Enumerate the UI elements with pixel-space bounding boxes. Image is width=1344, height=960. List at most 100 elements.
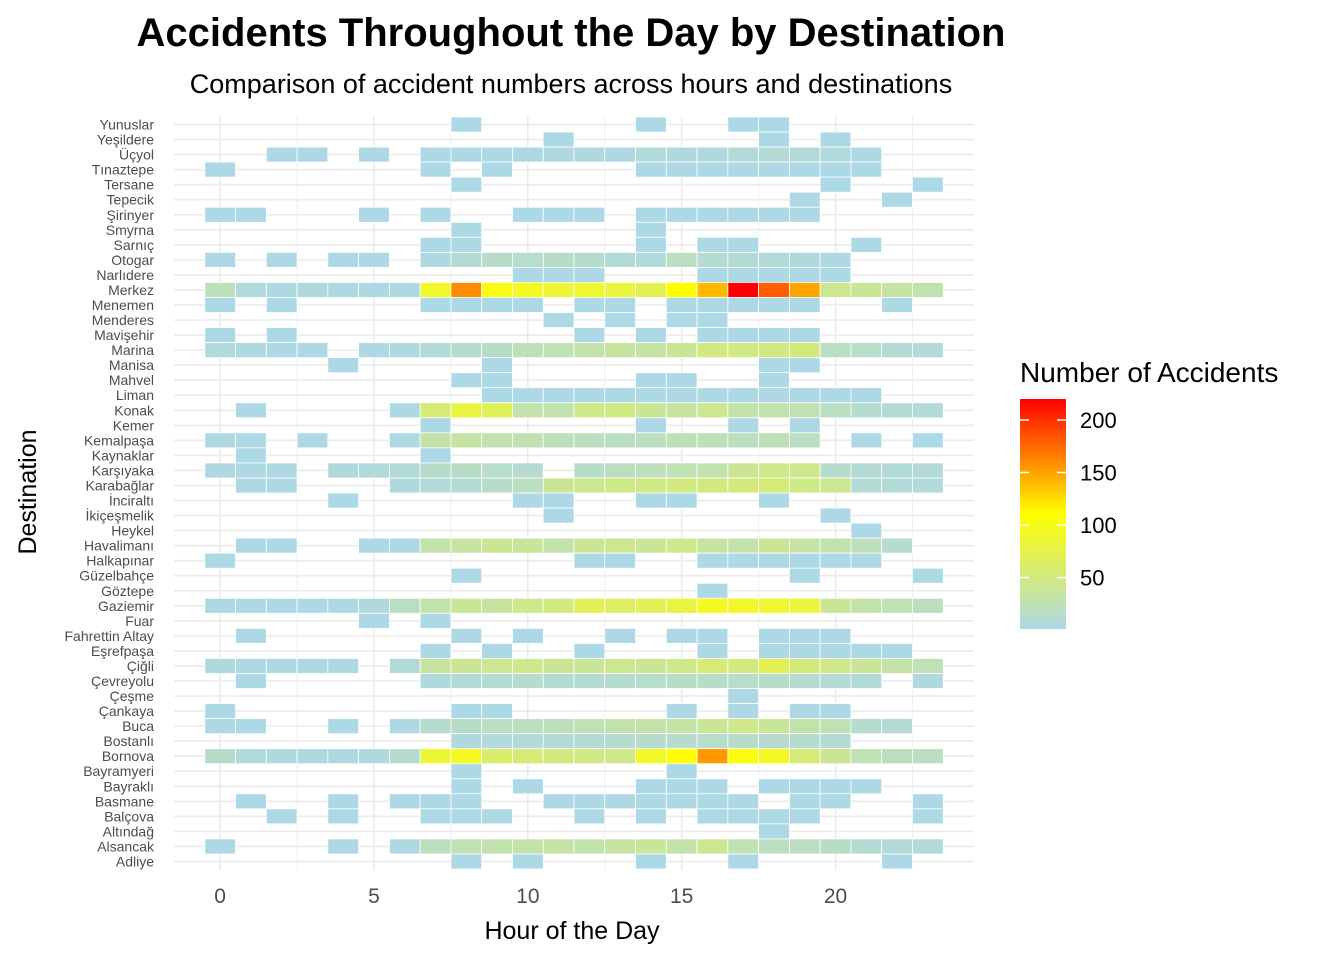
- heatmap-tile: [696, 748, 729, 765]
- heatmap-tile: [881, 462, 913, 479]
- heatmap-tile: [481, 718, 513, 735]
- heatmap-tile: [235, 402, 267, 419]
- heatmap-tile: [696, 251, 729, 268]
- heatmap-tile: [481, 658, 513, 674]
- heatmap-tile: [512, 597, 544, 614]
- heatmap-tile: [881, 748, 913, 765]
- heatmap-tile: [450, 477, 483, 494]
- heatmap-tile: [419, 297, 452, 313]
- heatmap-tile: [758, 627, 790, 644]
- heatmap-tile: [788, 282, 821, 298]
- heatmap-tile: [604, 387, 636, 404]
- heatmap-tile: [881, 718, 913, 735]
- heatmap-tile: [481, 297, 513, 313]
- heatmap-tile: [788, 838, 821, 855]
- heatmap-tile: [450, 176, 483, 193]
- heatmap-tile: [727, 673, 760, 689]
- heatmap-tile: [819, 507, 852, 524]
- heatmap-tile: [327, 838, 360, 855]
- heatmap-tile: [419, 462, 452, 479]
- heatmap-tile: [788, 432, 821, 449]
- heatmap-tile: [573, 251, 606, 268]
- heatmap-tile: [665, 206, 698, 223]
- heatmap-tile: [788, 627, 821, 644]
- heatmap-tile: [235, 537, 267, 554]
- heatmap-tile: [265, 297, 298, 313]
- heatmap-tile: [512, 146, 544, 163]
- heatmap-tile: [604, 537, 636, 554]
- y-tick-label: Tersane: [104, 177, 154, 193]
- heatmap-tile: [727, 116, 760, 133]
- heatmap-tile: [419, 342, 452, 359]
- heatmap-tile: [604, 673, 636, 689]
- heatmap-tile: [819, 282, 852, 298]
- heatmap-tile: [850, 432, 883, 449]
- heatmap-tile: [450, 748, 483, 765]
- heatmap-tile: [481, 733, 513, 750]
- y-tick-label: Güzelbahçe: [79, 568, 154, 584]
- heatmap-tile: [481, 838, 513, 855]
- heatmap-tile: [635, 853, 667, 870]
- heatmap-tile: [881, 402, 913, 419]
- y-tick-label: Menemen: [92, 297, 154, 313]
- heatmap-tile: [512, 432, 544, 449]
- heatmap-tile: [450, 808, 483, 825]
- heatmap-tile: [881, 838, 913, 855]
- heatmap-tile: [727, 733, 760, 750]
- heatmap-tile: [481, 597, 513, 614]
- heatmap-tile: [450, 703, 483, 719]
- heatmap-tile: [727, 748, 760, 765]
- heatmap-tile: [604, 477, 636, 494]
- heatmap-tile: [512, 748, 544, 765]
- heatmap-tile: [573, 733, 606, 750]
- heatmap-tile: [850, 402, 883, 419]
- y-axis-title: Destination: [14, 429, 42, 554]
- heatmap-tile: [727, 282, 760, 298]
- heatmap-tile: [419, 251, 452, 268]
- heatmap-tile: [358, 597, 390, 614]
- heatmap-tile: [727, 688, 760, 704]
- heatmap-tile: [788, 387, 821, 404]
- heatmap-tile: [419, 417, 452, 434]
- y-tick-label: Alsancak: [97, 838, 155, 854]
- heatmap-tile: [665, 838, 698, 855]
- heatmap-tile: [419, 447, 452, 464]
- heatmap-tile: [542, 282, 575, 298]
- heatmap-tile: [788, 673, 821, 689]
- heatmap-tile: [481, 703, 513, 719]
- y-tick-label: Altındağ: [103, 823, 154, 839]
- heatmap-tile: [850, 838, 883, 855]
- heatmap-tile: [604, 462, 636, 479]
- heatmap-tile: [665, 402, 698, 419]
- heatmap-tile: [573, 477, 606, 494]
- heatmap-tile: [450, 763, 483, 780]
- heatmap-tile: [665, 146, 698, 163]
- heatmap-tile: [542, 718, 575, 735]
- heatmap-tile: [450, 251, 483, 268]
- heatmap-tile: [542, 673, 575, 689]
- y-tick-labels: YunuslarYeşildereÜçyolTınaztepeTersaneTe…: [65, 117, 156, 870]
- y-tick-label: Liman: [116, 387, 154, 403]
- heatmap-tile: [912, 567, 944, 584]
- y-tick-label: Basmane: [95, 793, 154, 809]
- heatmap-tile: [696, 387, 729, 404]
- heatmap-tile: [512, 462, 544, 479]
- heatmap-tile: [573, 146, 606, 163]
- heatmap-tile: [819, 838, 852, 855]
- heatmap-tile: [758, 658, 790, 674]
- heatmap-tile: [481, 477, 513, 494]
- heatmap-tile: [850, 522, 883, 539]
- heatmap-tile: [481, 387, 513, 404]
- heatmap-tile: [573, 206, 606, 223]
- heatmap-tile: [512, 718, 544, 735]
- y-tick-label: Konak: [114, 402, 155, 418]
- heatmap-tile: [881, 191, 913, 208]
- heatmap-tile: [419, 146, 452, 163]
- heatmap-tile: [788, 793, 821, 810]
- heatmap-tile: [635, 282, 667, 298]
- y-tick-label: Yunuslar: [100, 117, 155, 133]
- heatmap-tile: [419, 658, 452, 674]
- heatmap-tile: [788, 643, 821, 659]
- heatmap-tile: [542, 432, 575, 449]
- heatmap-tile: [296, 597, 329, 614]
